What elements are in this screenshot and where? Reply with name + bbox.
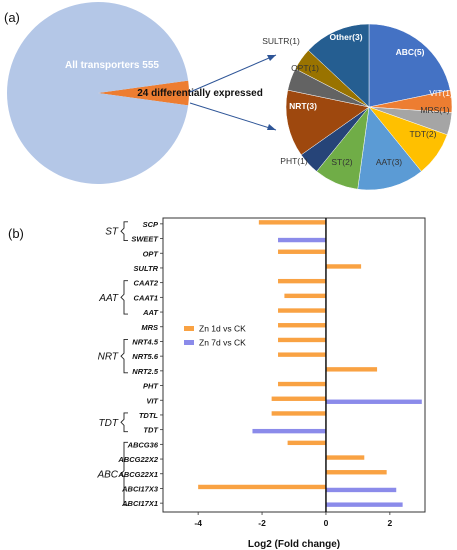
legend: Zn 1d vs CK Zn 7d vs CK <box>184 324 246 348</box>
panel-a: (a) All transporters 555 24 differentiall… <box>4 2 453 191</box>
group-bracket-tdt <box>120 412 128 433</box>
bar-abcg22x2-zn-1d-vs-ck <box>325 455 365 460</box>
bar-abci17x1-zn-7d-vs-ck <box>325 502 403 507</box>
bar-caat1-zn-1d-vs-ck <box>284 293 326 299</box>
bar-sultr-zn-1d-vs-ck <box>325 264 362 269</box>
pie-slice-24-differentially-expressed <box>98 80 189 106</box>
x-tick-label: 0 <box>324 518 329 528</box>
bar-tdtl-zn-1d-vs-ck <box>271 411 326 416</box>
pie-slice-aat-3 <box>357 106 422 191</box>
x-tick-label: -2 <box>258 518 266 528</box>
slice-label-differentially-expressed: 24 differentially expressed <box>137 88 263 99</box>
category-label-pht: PHT <box>143 382 159 391</box>
pie-slice-nrt-3 <box>285 89 370 156</box>
bar-nrt2-5-zn-1d-vs-ck <box>325 367 378 372</box>
x-tick-label: -4 <box>194 518 202 528</box>
category-label-abci17x1: ABCI17X1 <box>121 499 158 508</box>
bar-plot-area <box>162 217 426 513</box>
slice-label-abc-5: ABC(5) <box>396 47 425 57</box>
x-axis: -4 -2 0 2 <box>194 512 392 528</box>
pie-slice-abc-5 <box>368 23 451 108</box>
slice-label-st-2: ST(2) <box>331 157 352 167</box>
bar-series <box>198 218 422 512</box>
category-label-mrs: MRS <box>141 323 158 332</box>
pie-slice-all-transporters-555 <box>6 2 189 185</box>
category-label-aat: AAT <box>142 308 159 317</box>
group-label-aat: AAT <box>98 293 119 304</box>
bar-mrs-zn-1d-vs-ck <box>278 323 326 328</box>
overview-pie-chart: All transporters 555 24 differentially ex… <box>6 2 263 185</box>
bar-vit-zn-7d-vs-ck <box>325 399 422 404</box>
bar-vit-zn-1d-vs-ck <box>271 396 326 401</box>
bar-nrt4-5-zn-1d-vs-ck <box>278 337 326 343</box>
slice-label-pht-1: PHT(1) <box>280 156 308 166</box>
legend-swatch-zn-1d-vs-ck <box>184 326 194 331</box>
bar-caat2-zn-1d-vs-ck <box>278 278 326 284</box>
slice-label-mrs-1: MRS(1) <box>420 105 449 115</box>
bar-opt-zn-1d-vs-ck <box>278 249 326 254</box>
breakdown-pie-chart: ABC(5) VIT(1) MRS(1) TDT(2) AAT(3) ST(2) PHT(1… <box>262 23 453 191</box>
bar-scp-zn-1d-vs-ck <box>258 220 326 225</box>
slice-label-opt-1: OPT(1) <box>291 63 319 73</box>
panel-b-label: (b) <box>8 226 24 241</box>
x-tick-label: 2 <box>387 518 392 528</box>
group-label-st: ST <box>105 227 119 238</box>
bar-tdt-zn-7d-vs-ck <box>252 428 326 434</box>
category-label-nrt2-5: NRT2.5 <box>132 367 159 376</box>
group-label-tdt: TDT <box>99 418 119 429</box>
category-label-opt: OPT <box>143 249 160 258</box>
legend-swatch-zn-7d-vs-ck <box>184 340 194 345</box>
bar-abci17x3-zn-1d-vs-ck <box>198 484 326 490</box>
bar-sweet-zn-7d-vs-ck <box>278 237 326 243</box>
category-label-nrt5-6: NRT5.6 <box>132 352 159 361</box>
legend-label-zn-1d-vs-ck: Zn 1d vs CK <box>199 324 246 334</box>
group-bracket-st <box>120 221 128 241</box>
pie-slice-other-3 <box>307 23 370 108</box>
x-axis-label: Log2 (Fold change) <box>248 539 340 550</box>
category-label-caat1: CAAT1 <box>134 293 158 302</box>
category-groups: ST AAT NRT TDT ABC <box>96 221 128 506</box>
bar-nrt5-6-zn-1d-vs-ck <box>278 352 326 357</box>
group-label-abc: ABC <box>96 469 118 480</box>
group-label-nrt: NRT <box>98 352 119 363</box>
slice-label-other-3: Other(3) <box>329 32 362 42</box>
slice-label-sultr-1: SULTR(1) <box>262 36 300 46</box>
category-label-tdtl: TDTL <box>139 411 159 420</box>
panel-a-label: (a) <box>4 10 20 25</box>
group-bracket-aat <box>120 280 128 315</box>
slice-label-all-transporters: All transporters 555 <box>65 60 159 71</box>
slice-label-aat-3: AAT(3) <box>376 157 402 167</box>
bar-aat-zn-1d-vs-ck <box>278 308 326 313</box>
legend-label-zn-7d-vs-ck: Zn 7d vs CK <box>199 338 246 348</box>
category-label-vit: VIT <box>146 396 159 405</box>
callout-arrows <box>189 54 277 131</box>
category-label-sultr: SULTR <box>134 264 159 273</box>
category-label-scp: SCP <box>143 220 159 229</box>
series-zn-7d-vs-ck <box>252 237 422 507</box>
category-label-abci17x3: ABCI17X3 <box>121 484 159 493</box>
bar-abcg22x1-zn-1d-vs-ck <box>325 470 387 475</box>
category-label-abcg36: ABCG36 <box>127 440 159 449</box>
bar-abcg36-zn-1d-vs-ck <box>287 440 326 446</box>
slice-label-tdt-2: TDT(2) <box>410 129 437 139</box>
group-bracket-nrt <box>120 339 128 374</box>
category-label-abcg22x2: ABCG22X2 <box>117 455 158 464</box>
category-labels: SCP SWEET OPT SULTR CAAT2 CAAT1 AAT MRS NRT4.5 NR… <box>117 220 163 508</box>
series-zn-1d-vs-ck <box>198 220 387 490</box>
bar-abci17x3-zn-7d-vs-ck <box>325 487 397 493</box>
slice-label-nrt-3: NRT(3) <box>289 101 317 111</box>
panel-b: (b) ST AAT NRT TDT ABC SCP SWEET OPT SULTR CAAT2… <box>8 217 426 550</box>
category-label-sweet: SWEET <box>131 235 159 244</box>
category-label-nrt4-5: NRT4.5 <box>132 337 159 346</box>
slice-label-vit-1: VIT(1) <box>429 88 453 98</box>
category-label-caat2: CAAT2 <box>134 279 159 288</box>
category-label-abcg22x1: ABCG22X1 <box>117 470 158 479</box>
category-label-tdt: TDT <box>143 426 159 435</box>
bar-pht-zn-1d-vs-ck <box>278 381 326 387</box>
group-bracket-abc <box>120 441 128 506</box>
